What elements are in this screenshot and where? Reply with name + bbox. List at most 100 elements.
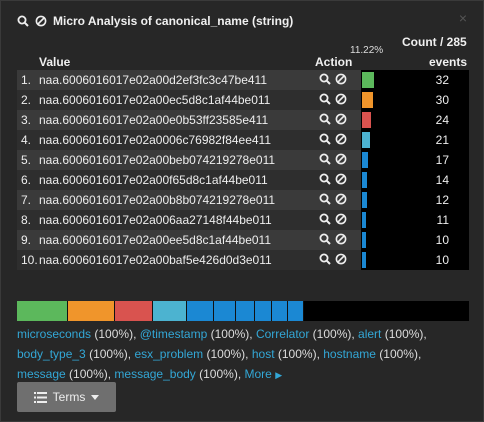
row-actions <box>319 113 347 125</box>
row-bar <box>362 252 366 268</box>
field-percent: (100%) <box>384 327 424 341</box>
ban-icon[interactable] <box>335 253 347 265</box>
row-bar-cell <box>361 230 469 250</box>
ban-icon[interactable] <box>335 233 347 245</box>
row-value: naa.6006016017e02a00f65d8c1af44be011 <box>39 173 268 187</box>
caret-right-icon: ▶ <box>275 370 283 380</box>
count-column-subheader: events <box>429 55 468 69</box>
stacked-bar-segment[interactable] <box>186 301 214 321</box>
row-bar <box>362 172 367 188</box>
field-link[interactable]: @timestamp <box>139 327 208 341</box>
search-icon <box>17 15 29 27</box>
row-bar-cell <box>361 190 469 210</box>
row-value: naa.6006016017e02a00ee5d8c1af44be011 <box>39 233 272 247</box>
row-value: naa.6006016017e02a006aa27148f44be011 <box>39 213 272 227</box>
field-link[interactable]: Correlator <box>255 327 310 341</box>
ban-icon[interactable] <box>335 173 347 185</box>
row-count: 10 <box>435 233 449 247</box>
field-percent: (100%) <box>69 367 108 381</box>
row-bar-cell <box>361 250 469 270</box>
count-column-header: Count / 285 <box>402 35 467 49</box>
field-percent: (100%) <box>89 347 128 361</box>
field-link[interactable]: esx_problem <box>134 347 204 361</box>
field-list: microseconds (100%), @timestamp (100%), … <box>17 327 427 381</box>
table-row: 7. naa.6006016017e02a00b8b074219278e011 12 <box>17 190 469 210</box>
search-icon[interactable] <box>319 133 331 145</box>
field-link[interactable]: microseconds <box>17 327 92 341</box>
table-row: 6. naa.6006016017e02a00f65d8c1af44be011 14 <box>17 170 469 190</box>
row-bar-cell <box>361 90 469 110</box>
field-link[interactable]: alert <box>358 327 382 341</box>
row-bar <box>362 232 366 248</box>
field-link[interactable]: hostname <box>323 347 376 361</box>
table-row: 8. naa.6006016017e02a006aa27148f44be011 11 <box>17 210 469 230</box>
stacked-bar-segment[interactable] <box>254 301 273 321</box>
stacked-bar-segment[interactable] <box>67 301 116 321</box>
list-icon <box>33 391 47 403</box>
table-row: 4. naa.6006016017e02a0006c76982f84ee411 21 <box>17 130 469 150</box>
row-value: naa.6006016017e02a00b8b074219278e011 <box>39 193 276 207</box>
row-value: naa.6006016017e02a00d2ef3fc3c47be411 <box>39 73 267 87</box>
stacked-bar-segment[interactable] <box>213 301 236 321</box>
row-count: 32 <box>435 73 449 87</box>
field-link[interactable]: body_type_3 <box>17 347 86 361</box>
stacked-bar-segment[interactable] <box>235 301 255 321</box>
ban-icon[interactable] <box>335 93 347 105</box>
row-index: 5. <box>21 153 32 167</box>
row-actions <box>319 193 347 205</box>
search-icon[interactable] <box>319 113 331 125</box>
stacked-bar-segment[interactable] <box>272 301 289 321</box>
ban-icon[interactable] <box>335 133 347 145</box>
terms-button-label: Terms <box>52 390 86 404</box>
row-bar <box>362 192 367 208</box>
field-link[interactable]: host <box>251 347 275 361</box>
row-bar-cell <box>361 170 469 190</box>
ban-icon <box>35 15 47 27</box>
row-actions <box>319 73 347 85</box>
row-bar-cell <box>361 130 469 150</box>
search-icon[interactable] <box>319 173 331 185</box>
ban-icon[interactable] <box>335 73 347 85</box>
field-percent: (100%) <box>277 347 317 361</box>
row-index: 1. <box>21 73 32 87</box>
search-icon[interactable] <box>319 213 331 225</box>
more-label: More <box>244 367 272 381</box>
ban-icon[interactable] <box>335 113 347 125</box>
search-icon[interactable] <box>319 253 331 265</box>
caret-down-icon <box>91 394 100 400</box>
table-row: 3. naa.6006016017e02a00e0b53ff23585e411 24 <box>17 110 469 130</box>
search-icon[interactable] <box>319 93 331 105</box>
row-actions <box>319 253 347 265</box>
stacked-bar-segment[interactable] <box>115 301 154 321</box>
row-bar <box>362 132 370 148</box>
stacked-bar-segment[interactable] <box>288 301 305 321</box>
search-icon[interactable] <box>319 73 331 85</box>
field-link[interactable]: message_body <box>114 367 196 381</box>
row-actions <box>319 173 347 185</box>
row-bar <box>362 72 374 88</box>
row-index: 3. <box>21 113 32 127</box>
stacked-bar-segment[interactable] <box>17 301 68 321</box>
row-index: 9. <box>21 233 32 247</box>
field-percent: (100%) <box>199 367 238 381</box>
more-fields-link[interactable]: More ▶ <box>245 367 283 381</box>
terms-button[interactable]: Terms <box>17 382 116 412</box>
ban-icon[interactable] <box>335 153 347 165</box>
search-icon[interactable] <box>319 153 331 165</box>
ban-icon[interactable] <box>335 193 347 205</box>
row-value: naa.6006016017e02a0006c76982f84ee411 <box>39 133 272 147</box>
row-index: 8. <box>21 213 32 227</box>
row-index: 7. <box>21 193 32 207</box>
field-percent: (100%) <box>379 347 418 361</box>
field-link[interactable]: message <box>17 367 66 381</box>
search-icon[interactable] <box>319 193 331 205</box>
close-icon[interactable]: × <box>458 10 468 26</box>
search-icon[interactable] <box>319 233 331 245</box>
top-percent-label: 11.22% <box>350 45 384 56</box>
table-row: 2. naa.6006016017e02a00ec5d8c1af44be011 30 <box>17 90 469 110</box>
row-actions <box>319 133 347 145</box>
row-count: 14 <box>435 173 449 187</box>
stacked-bar-segment[interactable] <box>153 301 187 321</box>
ban-icon[interactable] <box>335 213 347 225</box>
